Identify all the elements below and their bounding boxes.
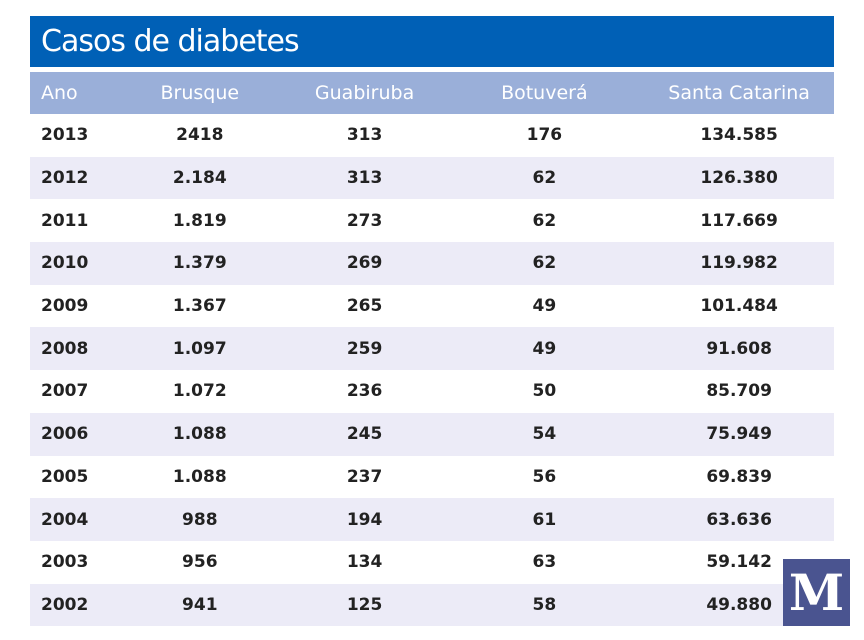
cell-brusque: 2.184 bbox=[172, 168, 227, 189]
cell-santa-catarina: 91.608 bbox=[706, 338, 772, 359]
cell-botuvera: 49 bbox=[532, 296, 557, 317]
cell-guabiruba: 125 bbox=[346, 594, 383, 615]
brand-logo: M bbox=[783, 559, 850, 626]
cell-santa-catarina: 134.585 bbox=[700, 125, 778, 146]
table-row: 2006 1.088 245 54 75.949 bbox=[30, 412, 834, 456]
cell-guabiruba: 259 bbox=[346, 338, 383, 359]
table-row: 2007 1.072 236 50 85.709 bbox=[30, 370, 834, 413]
cell-brusque: 1.819 bbox=[172, 210, 227, 231]
cell-guabiruba: 194 bbox=[346, 509, 383, 530]
cell-botuvera: 176 bbox=[526, 125, 563, 146]
table-row: 2008 1.097 259 49 91.608 bbox=[30, 327, 834, 371]
header-guabiruba: Guabiruba bbox=[314, 82, 415, 104]
cell-guabiruba: 313 bbox=[346, 125, 383, 146]
cell-guabiruba: 313 bbox=[346, 168, 383, 189]
cell-brusque: 1.088 bbox=[172, 466, 227, 487]
table-row: 2010 1.379 269 62 119.982 bbox=[30, 242, 834, 285]
table-row: 2002 941 125 58 49.880 bbox=[30, 583, 834, 627]
cell-ano: 2012 bbox=[41, 168, 89, 189]
cell-botuvera: 62 bbox=[532, 253, 557, 274]
cell-brusque: 1.367 bbox=[172, 296, 227, 317]
cell-ano: 2009 bbox=[41, 296, 89, 317]
cell-brusque: 941 bbox=[182, 594, 218, 615]
table-row: 2004 988 194 61 63.636 bbox=[30, 498, 834, 541]
cell-botuvera: 61 bbox=[532, 509, 557, 530]
diabetes-table: Ano Brusque Guabiruba Botuverá Santa Cat… bbox=[30, 72, 834, 627]
cell-ano: 2013 bbox=[41, 125, 89, 146]
cell-botuvera: 49 bbox=[532, 338, 557, 359]
header-brusque: Brusque bbox=[160, 82, 240, 104]
table-header-row: Ano Brusque Guabiruba Botuverá Santa Cat… bbox=[30, 72, 834, 114]
cell-ano: 2003 bbox=[41, 552, 89, 573]
cell-ano: 2007 bbox=[41, 381, 89, 402]
cell-botuvera: 62 bbox=[532, 168, 557, 189]
table-row: 2003 956 134 63 59.142 bbox=[30, 541, 834, 584]
cell-guabiruba: 273 bbox=[346, 210, 383, 231]
cell-brusque: 2418 bbox=[176, 125, 224, 146]
cell-santa-catarina: 49.880 bbox=[706, 594, 772, 615]
cell-brusque: 1.088 bbox=[172, 424, 227, 445]
cell-ano: 2011 bbox=[41, 210, 89, 231]
cell-santa-catarina: 69.839 bbox=[706, 466, 772, 487]
cell-guabiruba: 237 bbox=[346, 466, 383, 487]
cell-botuvera: 62 bbox=[532, 210, 557, 231]
cell-botuvera: 58 bbox=[532, 594, 557, 615]
cell-santa-catarina: 85.709 bbox=[706, 381, 772, 402]
cell-ano: 2010 bbox=[41, 253, 89, 274]
cell-santa-catarina: 63.636 bbox=[706, 509, 772, 530]
table-row: 2012 2.184 313 62 126.380 bbox=[30, 156, 834, 200]
cell-brusque: 1.379 bbox=[172, 253, 227, 274]
table-title: Casos de diabetes bbox=[30, 16, 834, 67]
table-row: 2009 1.367 265 49 101.484 bbox=[30, 285, 834, 328]
cell-brusque: 988 bbox=[182, 509, 218, 530]
cell-ano: 2008 bbox=[41, 338, 89, 359]
header-botuvera: Botuverá bbox=[501, 82, 588, 104]
cell-guabiruba: 245 bbox=[346, 424, 383, 445]
cell-ano: 2002 bbox=[41, 594, 89, 615]
cell-ano: 2005 bbox=[41, 466, 89, 487]
cell-botuvera: 56 bbox=[532, 466, 557, 487]
table-row: 2011 1.819 273 62 117.669 bbox=[30, 199, 834, 242]
cell-santa-catarina: 59.142 bbox=[706, 552, 772, 573]
cell-brusque: 956 bbox=[182, 552, 218, 573]
cell-brusque: 1.097 bbox=[172, 338, 227, 359]
cell-ano: 2006 bbox=[41, 424, 89, 445]
cell-guabiruba: 134 bbox=[346, 552, 383, 573]
table-row: 2013 2418 313 176 134.585 bbox=[30, 114, 834, 157]
cell-santa-catarina: 101.484 bbox=[700, 296, 778, 317]
header-santa-catarina: Santa Catarina bbox=[668, 82, 810, 104]
cell-santa-catarina: 75.949 bbox=[706, 424, 772, 445]
cell-santa-catarina: 119.982 bbox=[700, 253, 778, 274]
header-ano: Ano bbox=[41, 82, 78, 104]
cell-guabiruba: 269 bbox=[346, 253, 383, 274]
cell-botuvera: 50 bbox=[532, 381, 557, 402]
cell-guabiruba: 236 bbox=[346, 381, 383, 402]
cell-brusque: 1.072 bbox=[172, 381, 227, 402]
cell-botuvera: 63 bbox=[532, 552, 557, 573]
table-row: 2005 1.088 237 56 69.839 bbox=[30, 456, 834, 499]
cell-guabiruba: 265 bbox=[346, 296, 383, 317]
cell-ano: 2004 bbox=[41, 509, 89, 530]
cell-santa-catarina: 117.669 bbox=[700, 210, 778, 231]
cell-santa-catarina: 126.380 bbox=[700, 168, 778, 189]
cell-botuvera: 54 bbox=[532, 424, 557, 445]
